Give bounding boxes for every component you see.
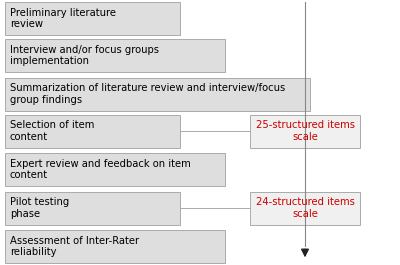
Text: Selection of item
content: Selection of item content <box>10 120 94 142</box>
Bar <box>5 192 180 224</box>
Bar <box>5 78 310 111</box>
Bar <box>5 153 225 186</box>
Text: Interview and/or focus groups
implementation: Interview and/or focus groups implementa… <box>10 45 159 67</box>
Text: Preliminary literature
review: Preliminary literature review <box>10 8 116 29</box>
Bar <box>250 115 360 148</box>
Bar <box>5 115 180 148</box>
Bar <box>5 39 225 72</box>
Text: Expert review and feedback on item
content: Expert review and feedback on item conte… <box>10 159 191 180</box>
Text: Assessment of Inter-Rater
reliability: Assessment of Inter-Rater reliability <box>10 236 139 257</box>
Text: Pilot testing
phase: Pilot testing phase <box>10 197 69 219</box>
Bar <box>250 192 360 224</box>
Bar <box>5 2 180 35</box>
Text: 25-structured items
scale: 25-structured items scale <box>256 120 354 142</box>
Text: 24-structured items
scale: 24-structured items scale <box>256 197 354 219</box>
Text: Summarization of literature review and interview/focus
group findings: Summarization of literature review and i… <box>10 83 285 105</box>
Bar <box>5 230 225 263</box>
